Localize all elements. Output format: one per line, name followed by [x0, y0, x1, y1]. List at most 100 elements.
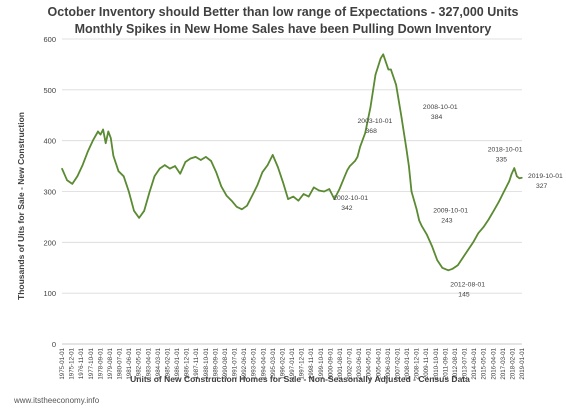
- data-point: [107, 130, 110, 133]
- data-point: [503, 190, 505, 193]
- data-point: [374, 73, 377, 76]
- data-point: [405, 148, 408, 150]
- data-point: [164, 164, 166, 166]
- annotation-date: 2012-08-01: [450, 281, 485, 288]
- y-tick-label: 100: [43, 289, 56, 298]
- x-tick-label: 1995-03-01: [270, 347, 277, 379]
- x-tick-label: 2003-06-01: [356, 347, 363, 379]
- x-tick-label: 1979-08-01: [107, 347, 114, 379]
- x-tick-label: 2016-04-01: [490, 347, 497, 379]
- data-point: [105, 142, 107, 144]
- data-point: [508, 180, 510, 182]
- x-tick-label: 1978-09-01: [97, 347, 104, 379]
- annotation-date: 2019-10-01: [528, 173, 563, 180]
- data-point: [410, 190, 413, 193]
- x-tick-label: 1994-04-01: [260, 347, 267, 379]
- data-point: [387, 68, 390, 71]
- data-point: [153, 175, 156, 177]
- data-point: [477, 232, 479, 234]
- chart-title: October Inventory should Better than low…: [47, 5, 519, 19]
- x-tick-label: 2013-07-01: [462, 347, 469, 379]
- data-point: [356, 156, 359, 158]
- y-axis-label: Thousands of Uits for Sale - New Constru…: [16, 112, 26, 300]
- data-point: [159, 167, 161, 170]
- y-tick-label: 0: [52, 340, 56, 349]
- x-tick-label: 2017-03-01: [500, 347, 507, 379]
- x-axis-ticks: 1975-01-01 1975-12-01 1976-11-01 1977-10-01…: [59, 347, 526, 379]
- x-tick-label: 2011-09-01: [442, 347, 449, 379]
- data-point: [87, 151, 89, 153]
- data-point: [148, 191, 151, 194]
- data-point: [431, 245, 433, 248]
- annotation-value: 243: [441, 217, 453, 224]
- data-point: [447, 269, 449, 271]
- data-point: [328, 188, 330, 190]
- data-point: [385, 61, 387, 63]
- data-point: [462, 256, 464, 259]
- data-point: [99, 133, 102, 136]
- data-point: [333, 198, 336, 200]
- data-point: [421, 225, 423, 227]
- data-point: [179, 173, 181, 175]
- data-point: [266, 164, 269, 166]
- data-point: [246, 205, 248, 207]
- data-point: [521, 177, 523, 179]
- x-axis-label: Units of New Construction Homes for Sale…: [130, 374, 470, 384]
- annotation-value: 342: [341, 205, 353, 212]
- annotation-value: 368: [366, 128, 378, 135]
- data-point: [441, 267, 443, 269]
- data-point: [369, 106, 372, 109]
- annotation-value: 384: [431, 114, 443, 121]
- data-point: [318, 189, 320, 192]
- data-point: [97, 130, 99, 133]
- annotation-value: 327: [536, 183, 548, 190]
- data-point: [302, 193, 305, 195]
- x-tick-label: 2007-02-01: [394, 347, 401, 379]
- data-point: [174, 165, 176, 167]
- x-tick-label: 2010-10-01: [433, 347, 440, 379]
- x-tick-label: 1975-12-01: [69, 347, 76, 379]
- y-tick-label: 600: [43, 35, 56, 44]
- data-point: [225, 194, 228, 197]
- data-point: [436, 259, 438, 261]
- data-point: [236, 206, 238, 208]
- x-tick-label: 1983-04-01: [145, 347, 152, 379]
- data-point: [451, 268, 454, 270]
- y-axis-ticks: 0 100 200 300 400 500 600: [43, 35, 56, 349]
- data-point: [210, 160, 212, 162]
- x-tick-label: 2001-08-01: [337, 347, 344, 379]
- data-point: [467, 249, 469, 251]
- data-point: [241, 208, 243, 210]
- chart-subtitle: Monthly Spikes in New Home Sales have be…: [74, 22, 492, 36]
- x-tick-label: 1976-11-01: [78, 347, 85, 379]
- x-tick-label: 2012-08-01: [452, 347, 459, 379]
- x-tick-label: 1986-12-01: [184, 347, 191, 379]
- x-tick-label: 2008-01-01: [404, 347, 411, 379]
- y-tick-label: 400: [43, 137, 56, 146]
- y-tick-label: 200: [43, 238, 56, 247]
- data-point: [220, 185, 222, 188]
- y-tick-label: 500: [43, 86, 56, 95]
- data-point: [230, 200, 233, 202]
- data-point: [117, 170, 120, 172]
- data-point: [323, 190, 325, 193]
- source-footer: www.itstheeconomy.info: [14, 396, 100, 405]
- x-tick-label: 1977-10-01: [88, 347, 95, 379]
- data-point: [169, 167, 171, 170]
- data-point: [395, 84, 397, 86]
- x-tick-label: 1992-06-01: [241, 347, 248, 379]
- x-tick-label: 2006-03-01: [385, 347, 392, 379]
- x-tick-label: 2019-01-01: [519, 347, 526, 379]
- x-tick-label: 1988-10-01: [203, 347, 210, 379]
- data-point: [354, 160, 356, 162]
- data-point: [390, 68, 392, 71]
- data-point: [277, 166, 279, 168]
- data-point: [457, 264, 459, 266]
- annotations: 2002-10-01 342 2003-10-01 368 2008-10-01 384 2…: [333, 104, 563, 298]
- data-point: [272, 154, 274, 156]
- data-point: [123, 175, 125, 177]
- data-point: [215, 171, 217, 173]
- data-point: [472, 241, 474, 243]
- data-point: [102, 128, 104, 131]
- data-point: [110, 137, 112, 139]
